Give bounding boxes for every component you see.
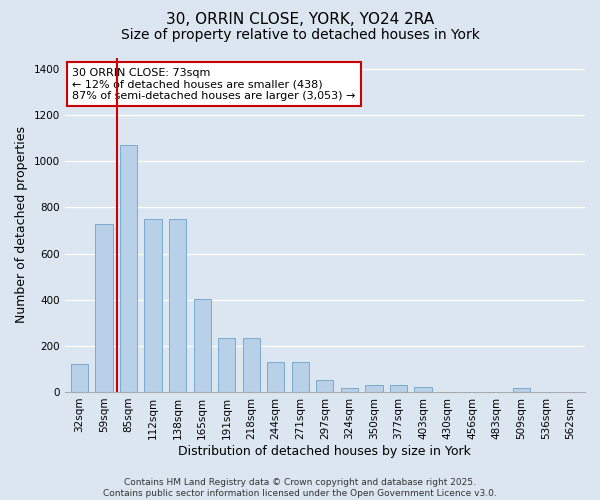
Y-axis label: Number of detached properties: Number of detached properties — [15, 126, 28, 323]
Text: Contains HM Land Registry data © Crown copyright and database right 2025.
Contai: Contains HM Land Registry data © Crown c… — [103, 478, 497, 498]
Bar — [316, 380, 334, 392]
Text: Size of property relative to detached houses in York: Size of property relative to detached ho… — [121, 28, 479, 42]
Bar — [95, 224, 113, 392]
Bar — [415, 388, 431, 392]
Bar — [71, 364, 88, 392]
Bar — [194, 298, 211, 392]
X-axis label: Distribution of detached houses by size in York: Distribution of detached houses by size … — [178, 444, 471, 458]
Text: 30 ORRIN CLOSE: 73sqm
← 12% of detached houses are smaller (438)
87% of semi-det: 30 ORRIN CLOSE: 73sqm ← 12% of detached … — [73, 68, 356, 100]
Bar — [242, 338, 260, 392]
Bar — [390, 385, 407, 392]
Bar — [120, 145, 137, 392]
Bar — [145, 219, 161, 392]
Bar — [365, 385, 383, 392]
Bar — [169, 219, 186, 392]
Bar — [218, 338, 235, 392]
Bar — [341, 388, 358, 392]
Bar — [512, 388, 530, 392]
Bar — [267, 362, 284, 392]
Bar — [292, 362, 309, 392]
Text: 30, ORRIN CLOSE, YORK, YO24 2RA: 30, ORRIN CLOSE, YORK, YO24 2RA — [166, 12, 434, 28]
